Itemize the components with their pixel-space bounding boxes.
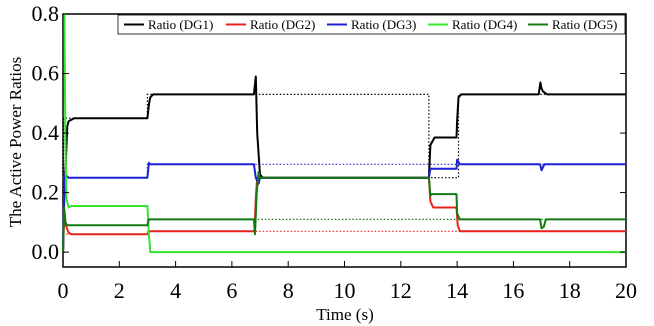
legend: Ratio (DG1) Ratio (DG2) Ratio (DG3) Ratio (… (117, 14, 626, 35)
series-line-dg5 (62, 170, 626, 253)
legend-label: Ratio (DG2) (250, 17, 315, 32)
y-tick-label: 0.2 (32, 180, 60, 205)
x-tick-label: 10 (334, 278, 356, 303)
x-tick-label: 20 (615, 278, 637, 303)
x-tick-label: 2 (114, 278, 125, 303)
plot-frame (62, 13, 627, 268)
y-tick-label: 0.0 (32, 239, 60, 264)
legend-box (117, 14, 626, 35)
y-tick-label: 0.8 (32, 1, 60, 26)
x-tick-label: 0 (58, 278, 69, 303)
legend-label: Ratio (DG5) (552, 17, 617, 32)
y-tick-label: 0.6 (32, 61, 60, 86)
x-tick-label: 18 (559, 278, 581, 303)
x-tick-label: 6 (226, 278, 237, 303)
y-axis: 0.0 0.2 0.4 0.6 0.8 (32, 1, 626, 264)
x-tick-label: 14 (446, 278, 468, 303)
x-axis-title: Time (s) (316, 305, 373, 324)
legend-label: Ratio (DG4) (452, 17, 517, 32)
y-axis-title: The Active Power Ratios (6, 57, 25, 227)
plot-area (62, 13, 627, 268)
x-tick-label: 16 (502, 278, 524, 303)
x-tick-label: 4 (170, 278, 181, 303)
legend-label: Ratio (DG3) (351, 17, 416, 32)
x-axis: 0 2 4 6 8 10 12 14 16 18 20 (58, 14, 637, 303)
y-tick-label: 0.4 (32, 120, 60, 145)
series-line-dg3 (62, 158, 626, 253)
x-tick-label: 8 (283, 278, 294, 303)
x-tick-label: 12 (390, 278, 412, 303)
legend-label: Ratio (DG1) (148, 17, 213, 32)
